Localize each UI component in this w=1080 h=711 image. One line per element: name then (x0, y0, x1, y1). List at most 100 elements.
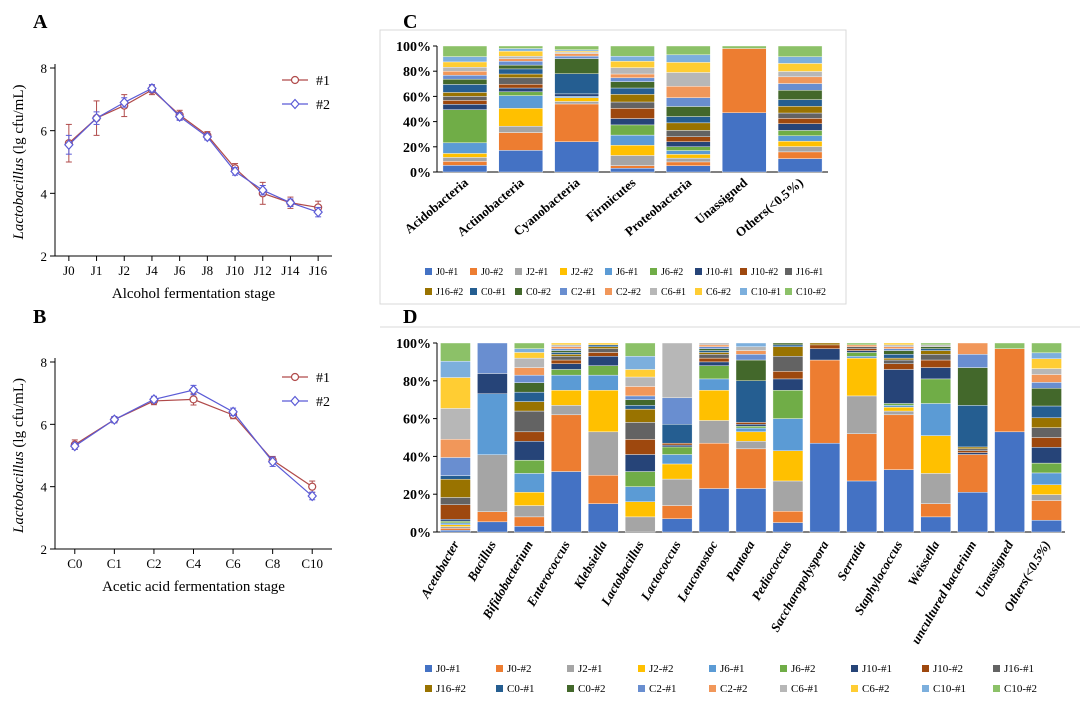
panel-d-legend-swatch (780, 665, 787, 672)
panel-d-bar-segment (809, 342, 841, 346)
panel-c-x-tick-label: Firmicutes (583, 175, 639, 225)
panel-c-bar-segment (442, 109, 488, 144)
panel-c-legend-label: C10-#2 (796, 287, 826, 298)
panel-c-bar-segment (498, 64, 543, 70)
panel-d-legend-swatch (496, 665, 503, 672)
panel-d-bar-segment (920, 473, 951, 504)
panel-c-bar-segment (442, 78, 488, 85)
panel-c-bar-segment (610, 101, 655, 109)
panel-c-bar-segment (498, 68, 543, 75)
panel-c-legend-label: J10-#1 (706, 267, 733, 278)
panel-b-x-tick-label: C4 (186, 556, 202, 571)
panel-d-bar-segment (735, 354, 767, 361)
panel-d-bar-segment (624, 422, 656, 440)
panel-d-bar-segment (846, 350, 878, 353)
panel-c-legend-swatch (515, 288, 522, 295)
panel-d-bar-segment (551, 346, 582, 349)
panel-c-bar-segment (498, 61, 543, 66)
panel-d-bar-segment (994, 431, 1025, 533)
panel-d-bar-segment (698, 346, 730, 349)
panel-b-x-tick-label: C0 (67, 556, 82, 571)
panel-d-bar-segment (624, 386, 656, 397)
panel-d-x-tick-label: Serratia (834, 538, 869, 583)
panel-d-legend-label: J0-#2 (507, 663, 531, 675)
panel-d-bar-segment (846, 433, 878, 482)
panel-d-bar-segment (772, 480, 804, 512)
panel-c-bar-segment (666, 130, 711, 137)
panel-c-legend-label: J2-#2 (571, 267, 593, 278)
panel-d-bar-segment (994, 342, 1025, 349)
panel-d-bar-segment (994, 348, 1025, 433)
panel-b-y-tick-label: 6 (41, 417, 48, 432)
panel-d-legend-swatch (993, 685, 1000, 692)
panel-c-bar-segment (442, 161, 488, 166)
panel-c-bar-segment (777, 158, 823, 173)
panel-d-legend-label: J10-#1 (862, 663, 892, 675)
panel-a-x-tick-label: J4 (146, 263, 158, 278)
panel-d-bar-segment (957, 492, 988, 533)
panel-c-bar-segment (442, 104, 488, 110)
panel-c-bar-segment (777, 130, 823, 137)
panel-d-bar-segment (883, 407, 914, 412)
panel-c-legend-label: J16-#1 (796, 267, 823, 278)
panel-d-legend-swatch (425, 685, 432, 692)
panel-a-x-axis-label: Alcohol fermentation stage (112, 286, 276, 302)
panel-b-y-axis-label-unit: (lg cfu/mL) (11, 378, 27, 451)
panel-c-bar-segment (498, 87, 543, 93)
panel-d-bar-segment (551, 359, 582, 364)
panel-c-bar-segment (777, 76, 823, 84)
panel-c-bar-segment (554, 97, 599, 102)
panel-d-bar-segment (920, 344, 951, 347)
panel-c-legend-label: C6-#2 (706, 287, 731, 298)
panel-d-y-tick-label: 40% (403, 450, 431, 465)
panel-d-bar-segment (661, 454, 693, 465)
panel-a-point (119, 97, 130, 108)
panel-c-legend-label: J6-#1 (616, 267, 638, 278)
panel-a-x-tick-label: J10 (226, 263, 244, 278)
panel-d-y-tick-label: 20% (403, 488, 431, 503)
panel-d-bar-segment (551, 348, 582, 351)
panel-d-legend-swatch (638, 685, 645, 692)
panel-a-x-tick-label: J16 (309, 263, 328, 278)
panel-d-bar-segment (846, 348, 878, 351)
panel-d-bar-segment (588, 344, 619, 347)
panel-d-bar-segment (551, 354, 582, 357)
panel-b-legend-marker (290, 372, 300, 382)
panel-d-bar-segment (809, 348, 841, 361)
panel-c-bar-segment (442, 61, 488, 68)
panel-c-bar-segment (554, 141, 599, 173)
panel-c-bar-segment (442, 84, 488, 93)
panel-d-legend-label: J10-#2 (933, 663, 963, 675)
panel-b-x-tick-label: C2 (146, 556, 161, 571)
panel-c-bar-segment (666, 154, 711, 159)
panel-d-bar-segment (809, 344, 841, 349)
panel-d-x-tick-label: Bacillus (463, 538, 499, 585)
panel-d-bar-segment (772, 342, 804, 346)
panel-letter-d: D (403, 306, 417, 328)
panel-b-series-line-2 (74, 389, 313, 497)
panel-c-bar-segment (666, 54, 711, 63)
panel-c-frame (379, 29, 847, 305)
panel-d-bar-segment (957, 405, 988, 448)
chart-panel-a: 2 4 6 8 J0 J1 J2 J4 J6 J8 J10 J12 J14 J16 Alcohol ferm… (11, 61, 332, 302)
panel-a-y-tick-label: 4 (41, 186, 48, 201)
panel-c-legend-swatch (560, 288, 567, 295)
panel-d-bar-segment (624, 405, 656, 410)
panel-d-bar-segment (698, 378, 730, 391)
panel-c-bar-segment (777, 56, 823, 64)
panel-d-bar-segment (1031, 462, 1062, 474)
panel-d-bar-segment (514, 492, 545, 506)
panel-b-point (189, 395, 198, 404)
panel-c-bar-segment (610, 55, 655, 62)
panel-b-y-tick-label: 8 (41, 355, 48, 370)
panel-c-bar-segment (498, 108, 543, 127)
panel-c-bar-segment (777, 45, 823, 57)
panel-b-point (228, 406, 238, 418)
panel-c-bar-segment (777, 99, 823, 107)
panel-d-bar-segment (440, 479, 471, 498)
panel-c-bar-segment (666, 141, 711, 147)
panel-d-bar-segment (846, 346, 878, 349)
panel-d-bar-segment (514, 382, 545, 393)
panel-d-bar-segment (440, 504, 471, 520)
panel-d-legend-swatch (851, 665, 858, 672)
